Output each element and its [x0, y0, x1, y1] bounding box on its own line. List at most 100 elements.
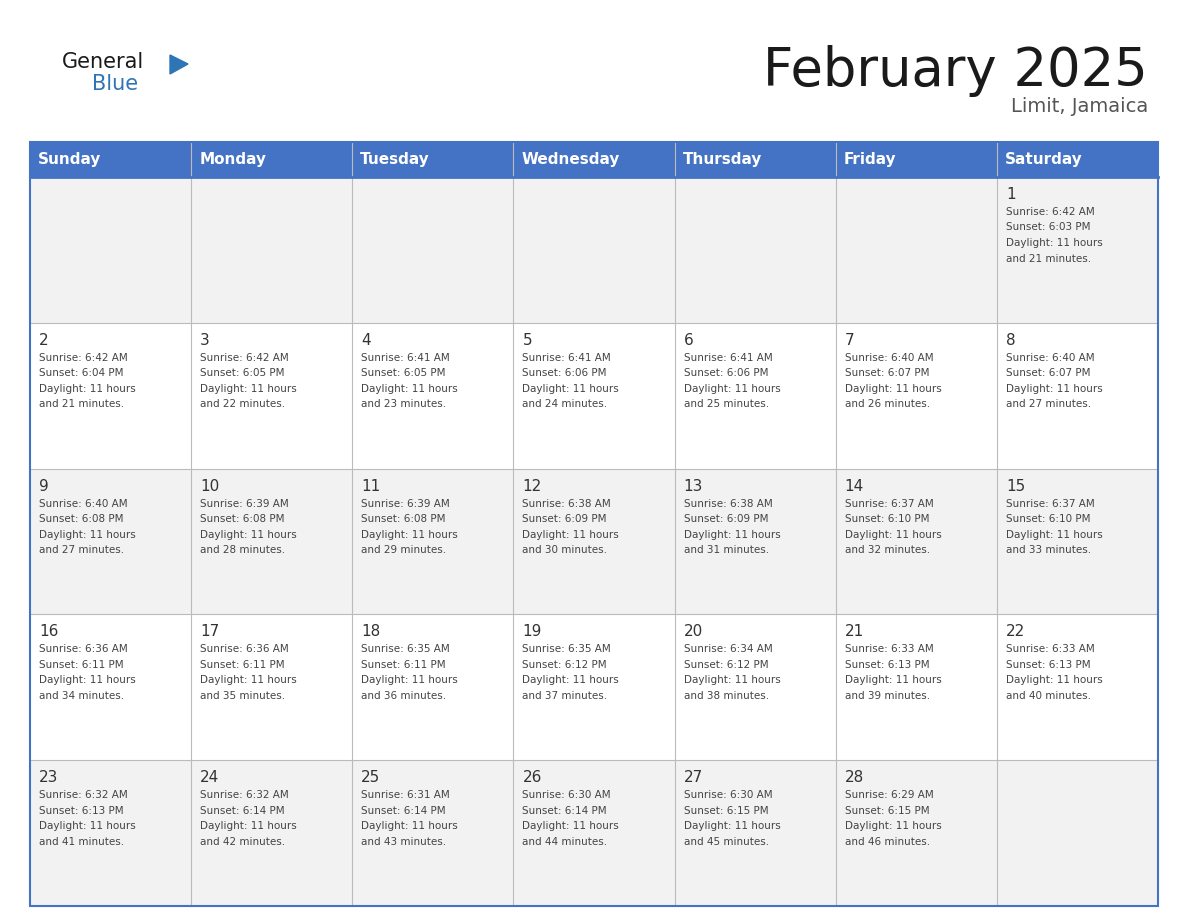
Text: Sunset: 6:14 PM: Sunset: 6:14 PM — [200, 806, 285, 816]
Text: 11: 11 — [361, 478, 380, 494]
Text: Sunset: 6:07 PM: Sunset: 6:07 PM — [1006, 368, 1091, 378]
Bar — [30, 142, 1158, 177]
Text: and 34 minutes.: and 34 minutes. — [39, 691, 124, 701]
Text: Sunset: 6:10 PM: Sunset: 6:10 PM — [845, 514, 929, 524]
Text: Daylight: 11 hours: Daylight: 11 hours — [1006, 530, 1102, 540]
Text: and 28 minutes.: and 28 minutes. — [200, 545, 285, 555]
Text: Sunset: 6:09 PM: Sunset: 6:09 PM — [523, 514, 607, 524]
Text: Daylight: 11 hours: Daylight: 11 hours — [683, 676, 781, 686]
Text: and 38 minutes.: and 38 minutes. — [683, 691, 769, 701]
Text: 15: 15 — [1006, 478, 1025, 494]
Text: Sunrise: 6:29 AM: Sunrise: 6:29 AM — [845, 790, 934, 800]
Text: Sunset: 6:13 PM: Sunset: 6:13 PM — [845, 660, 929, 670]
Text: Sunset: 6:08 PM: Sunset: 6:08 PM — [39, 514, 124, 524]
Text: 16: 16 — [39, 624, 58, 640]
Text: and 44 minutes.: and 44 minutes. — [523, 836, 607, 846]
Text: Sunrise: 6:42 AM: Sunrise: 6:42 AM — [200, 353, 289, 363]
Text: Sunrise: 6:30 AM: Sunrise: 6:30 AM — [523, 790, 611, 800]
Text: 2: 2 — [39, 333, 49, 348]
Text: Sunset: 6:07 PM: Sunset: 6:07 PM — [845, 368, 929, 378]
Text: Monday: Monday — [200, 152, 266, 167]
Text: Sunrise: 6:42 AM: Sunrise: 6:42 AM — [1006, 207, 1094, 217]
Text: 6: 6 — [683, 333, 694, 348]
Text: 10: 10 — [200, 478, 220, 494]
Text: 23: 23 — [39, 770, 58, 785]
Text: and 33 minutes.: and 33 minutes. — [1006, 545, 1091, 555]
Text: Daylight: 11 hours: Daylight: 11 hours — [200, 822, 297, 831]
Text: Sunrise: 6:42 AM: Sunrise: 6:42 AM — [39, 353, 128, 363]
Text: Thursday: Thursday — [683, 152, 762, 167]
Text: Sunrise: 6:37 AM: Sunrise: 6:37 AM — [845, 498, 934, 509]
Text: Sunset: 6:05 PM: Sunset: 6:05 PM — [361, 368, 446, 378]
Text: Sunrise: 6:37 AM: Sunrise: 6:37 AM — [1006, 498, 1094, 509]
Text: and 23 minutes.: and 23 minutes. — [361, 399, 447, 409]
Text: Daylight: 11 hours: Daylight: 11 hours — [39, 822, 135, 831]
Text: Daylight: 11 hours: Daylight: 11 hours — [845, 822, 941, 831]
Text: Daylight: 11 hours: Daylight: 11 hours — [683, 384, 781, 394]
Text: February 2025: February 2025 — [763, 45, 1148, 97]
Text: 19: 19 — [523, 624, 542, 640]
Text: 12: 12 — [523, 478, 542, 494]
Text: and 27 minutes.: and 27 minutes. — [1006, 399, 1091, 409]
Text: Sunset: 6:06 PM: Sunset: 6:06 PM — [523, 368, 607, 378]
Text: 26: 26 — [523, 770, 542, 785]
Text: and 25 minutes.: and 25 minutes. — [683, 399, 769, 409]
Text: Daylight: 11 hours: Daylight: 11 hours — [523, 676, 619, 686]
Text: 9: 9 — [39, 478, 49, 494]
Text: and 36 minutes.: and 36 minutes. — [361, 691, 447, 701]
Text: Sunrise: 6:36 AM: Sunrise: 6:36 AM — [200, 644, 289, 655]
Text: Sunrise: 6:32 AM: Sunrise: 6:32 AM — [39, 790, 128, 800]
Text: Sunrise: 6:34 AM: Sunrise: 6:34 AM — [683, 644, 772, 655]
Text: Daylight: 11 hours: Daylight: 11 hours — [39, 676, 135, 686]
Text: Blue: Blue — [91, 74, 138, 94]
Text: and 24 minutes.: and 24 minutes. — [523, 399, 607, 409]
Bar — [30, 468, 1158, 614]
Text: and 42 minutes.: and 42 minutes. — [200, 836, 285, 846]
Text: Daylight: 11 hours: Daylight: 11 hours — [1006, 676, 1102, 686]
Text: Friday: Friday — [843, 152, 896, 167]
Text: and 39 minutes.: and 39 minutes. — [845, 691, 930, 701]
Text: Daylight: 11 hours: Daylight: 11 hours — [1006, 384, 1102, 394]
Text: Tuesday: Tuesday — [360, 152, 430, 167]
Text: 21: 21 — [845, 624, 864, 640]
Text: Sunset: 6:11 PM: Sunset: 6:11 PM — [361, 660, 446, 670]
Text: Sunrise: 6:35 AM: Sunrise: 6:35 AM — [523, 644, 611, 655]
Text: Sunset: 6:15 PM: Sunset: 6:15 PM — [845, 806, 929, 816]
Text: 28: 28 — [845, 770, 864, 785]
Text: Daylight: 11 hours: Daylight: 11 hours — [683, 822, 781, 831]
Text: Daylight: 11 hours: Daylight: 11 hours — [845, 530, 941, 540]
Text: and 21 minutes.: and 21 minutes. — [1006, 253, 1091, 263]
Text: Daylight: 11 hours: Daylight: 11 hours — [39, 530, 135, 540]
Text: Sunrise: 6:41 AM: Sunrise: 6:41 AM — [523, 353, 611, 363]
Bar — [30, 177, 1158, 323]
Text: 24: 24 — [200, 770, 220, 785]
Text: and 40 minutes.: and 40 minutes. — [1006, 691, 1091, 701]
Text: Sunday: Sunday — [38, 152, 101, 167]
Text: Sunset: 6:13 PM: Sunset: 6:13 PM — [39, 806, 124, 816]
Text: Daylight: 11 hours: Daylight: 11 hours — [39, 384, 135, 394]
Text: Sunrise: 6:40 AM: Sunrise: 6:40 AM — [39, 498, 127, 509]
Text: Sunset: 6:13 PM: Sunset: 6:13 PM — [1006, 660, 1091, 670]
Text: Daylight: 11 hours: Daylight: 11 hours — [361, 384, 459, 394]
Text: Daylight: 11 hours: Daylight: 11 hours — [845, 676, 941, 686]
Text: Sunset: 6:14 PM: Sunset: 6:14 PM — [523, 806, 607, 816]
Text: and 29 minutes.: and 29 minutes. — [361, 545, 447, 555]
Text: Sunset: 6:03 PM: Sunset: 6:03 PM — [1006, 222, 1091, 232]
Bar — [30, 142, 1158, 906]
Text: Daylight: 11 hours: Daylight: 11 hours — [1006, 238, 1102, 248]
Text: Daylight: 11 hours: Daylight: 11 hours — [200, 676, 297, 686]
Text: and 27 minutes.: and 27 minutes. — [39, 545, 124, 555]
Text: Daylight: 11 hours: Daylight: 11 hours — [523, 530, 619, 540]
Text: Daylight: 11 hours: Daylight: 11 hours — [361, 676, 459, 686]
Text: Sunset: 6:05 PM: Sunset: 6:05 PM — [200, 368, 285, 378]
Text: Sunrise: 6:38 AM: Sunrise: 6:38 AM — [683, 498, 772, 509]
Text: 20: 20 — [683, 624, 703, 640]
Text: Saturday: Saturday — [1005, 152, 1082, 167]
Text: Sunset: 6:08 PM: Sunset: 6:08 PM — [200, 514, 285, 524]
Bar — [30, 614, 1158, 760]
Text: Sunset: 6:14 PM: Sunset: 6:14 PM — [361, 806, 446, 816]
Text: and 35 minutes.: and 35 minutes. — [200, 691, 285, 701]
Text: and 21 minutes.: and 21 minutes. — [39, 399, 124, 409]
Text: Sunset: 6:15 PM: Sunset: 6:15 PM — [683, 806, 769, 816]
Text: 13: 13 — [683, 478, 703, 494]
